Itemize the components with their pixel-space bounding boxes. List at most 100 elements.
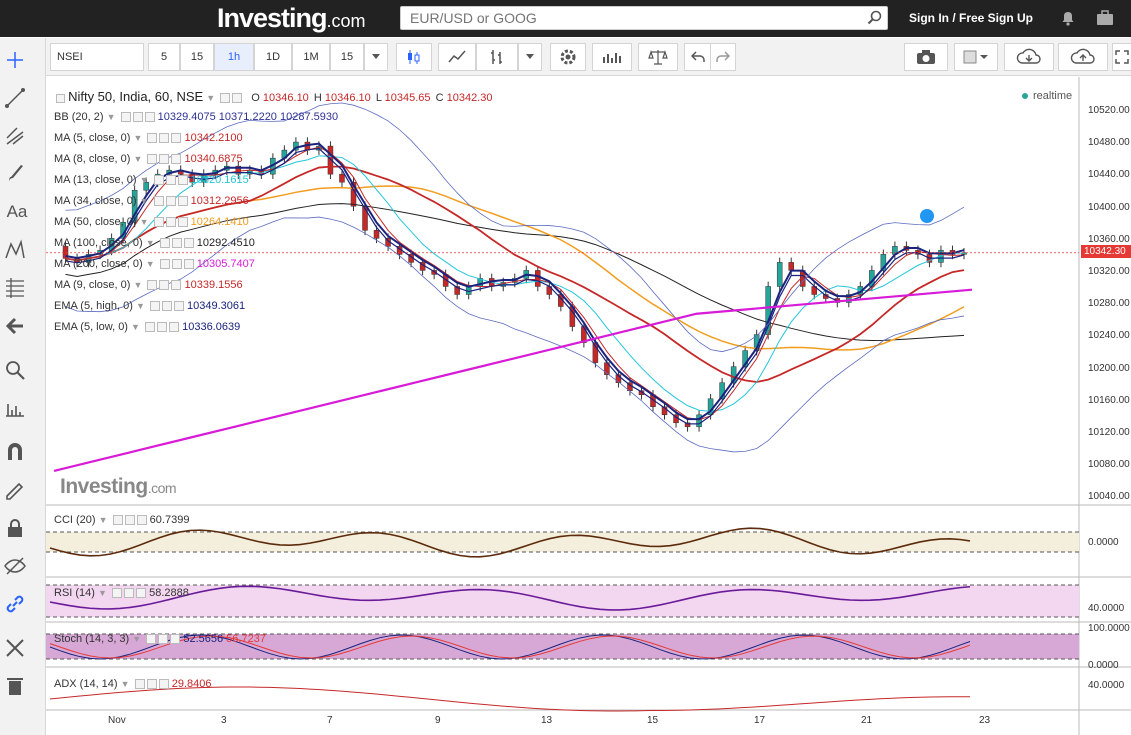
- pitchfork-icon[interactable]: [3, 124, 27, 148]
- interval-1h[interactable]: 1h: [214, 43, 254, 71]
- close-icon[interactable]: [173, 301, 184, 312]
- load-chart-button[interactable]: [1004, 43, 1054, 71]
- chevron-down-icon[interactable]: ▼: [131, 322, 140, 332]
- compare-button[interactable]: [638, 43, 678, 71]
- fullscreen-button[interactable]: [1112, 43, 1131, 71]
- close-icon[interactable]: [170, 634, 181, 645]
- interval-15-custom[interactable]: 15: [330, 43, 364, 71]
- settings-icon[interactable]: [132, 112, 143, 123]
- measure-icon[interactable]: [3, 396, 27, 420]
- close-icon[interactable]: [171, 280, 182, 291]
- chart-canvas[interactable]: [46, 77, 1131, 735]
- settings-icon[interactable]: [171, 259, 182, 270]
- collapse-icon[interactable]: [56, 93, 65, 103]
- eye-icon[interactable]: [147, 133, 158, 144]
- trend-line-icon[interactable]: [3, 86, 27, 110]
- layout-button[interactable]: [954, 43, 998, 71]
- stay-in-drawing-icon[interactable]: [3, 478, 27, 502]
- chevron-down-icon[interactable]: ▼: [145, 259, 155, 269]
- close-icon[interactable]: [177, 196, 188, 207]
- chevron-down-icon[interactable]: ▼: [139, 175, 149, 185]
- chevron-down-icon[interactable]: ▼: [132, 634, 142, 644]
- close-icon[interactable]: [144, 112, 155, 123]
- eye-icon[interactable]: [159, 259, 170, 270]
- line-chart-button[interactable]: [438, 43, 476, 71]
- interval-15[interactable]: 15: [180, 43, 214, 71]
- eye-icon[interactable]: [153, 175, 164, 186]
- chevron-down-icon[interactable]: ▼: [98, 588, 107, 598]
- zoom-icon[interactable]: [3, 358, 27, 382]
- link-icon[interactable]: [3, 592, 27, 616]
- chevron-down-icon[interactable]: ▼: [133, 154, 143, 164]
- interval-5[interactable]: 5: [148, 43, 180, 71]
- close-icon[interactable]: [158, 679, 169, 690]
- search-icon[interactable]: [867, 10, 883, 26]
- search-box[interactable]: [400, 6, 888, 30]
- eye-icon[interactable]: [146, 634, 157, 645]
- settings-icon[interactable]: [165, 217, 176, 228]
- eye-icon[interactable]: [145, 322, 156, 333]
- indicators-button[interactable]: [592, 43, 632, 71]
- eye-icon[interactable]: [153, 196, 164, 207]
- settings-icon[interactable]: [159, 133, 170, 144]
- eye-icon[interactable]: [159, 238, 170, 249]
- close-icon[interactable]: [183, 259, 194, 270]
- close-icon[interactable]: [171, 133, 182, 144]
- lock-icon[interactable]: [3, 516, 27, 540]
- chart-area[interactable]: Nifty 50, India, 60, NSE ▼ O 10346.10 H …: [46, 77, 1131, 735]
- chevron-down-icon[interactable]: ▼: [206, 93, 216, 103]
- crosshair-icon[interactable]: [3, 48, 27, 72]
- settings-icon[interactable]: [165, 196, 176, 207]
- briefcase-icon[interactable]: [1096, 10, 1114, 26]
- eye-icon[interactable]: [147, 280, 158, 291]
- chevron-down-icon[interactable]: ▼: [133, 280, 143, 290]
- magnet-icon[interactable]: [3, 440, 27, 464]
- chevron-down-icon[interactable]: ▼: [133, 133, 143, 143]
- eye-icon[interactable]: [232, 93, 243, 104]
- text-tool-icon[interactable]: Aa: [6, 202, 28, 221]
- close-icon[interactable]: [169, 322, 180, 333]
- settings-button[interactable]: [550, 43, 586, 71]
- settings-icon[interactable]: [146, 679, 157, 690]
- screenshot-button[interactable]: [904, 43, 948, 71]
- search-input[interactable]: [401, 7, 851, 29]
- tools-icon[interactable]: [3, 636, 27, 660]
- sign-in-link[interactable]: Sign In / Free Sign Up: [909, 11, 1034, 25]
- symbol-input[interactable]: NSEI: [50, 43, 144, 71]
- close-icon[interactable]: [136, 588, 147, 599]
- settings-icon[interactable]: [165, 175, 176, 186]
- eye-icon[interactable]: [120, 112, 131, 123]
- settings-icon[interactable]: [220, 93, 231, 104]
- settings-icon[interactable]: [159, 154, 170, 165]
- interval-1m[interactable]: 1M: [292, 43, 330, 71]
- back-arrow-icon[interactable]: [3, 314, 27, 338]
- save-chart-button[interactable]: [1058, 43, 1108, 71]
- close-icon[interactable]: [136, 515, 147, 526]
- settings-icon[interactable]: [124, 588, 135, 599]
- eye-icon[interactable]: [112, 588, 123, 599]
- close-icon[interactable]: [171, 154, 182, 165]
- hide-icon[interactable]: [3, 554, 27, 578]
- bell-icon[interactable]: [1060, 10, 1076, 26]
- chevron-down-icon[interactable]: ▼: [120, 679, 130, 689]
- interval-dropdown[interactable]: [364, 43, 388, 71]
- chevron-down-icon[interactable]: ▼: [145, 238, 155, 248]
- close-icon[interactable]: [183, 238, 194, 249]
- eye-icon[interactable]: [134, 679, 145, 690]
- settings-icon[interactable]: [159, 280, 170, 291]
- candles-button[interactable]: [396, 43, 432, 71]
- eye-icon[interactable]: [112, 515, 123, 526]
- settings-icon[interactable]: [124, 515, 135, 526]
- investing-logo[interactable]: Investing.com: [217, 3, 366, 34]
- trash-icon[interactable]: [3, 674, 27, 698]
- pattern-icon[interactable]: [3, 238, 27, 262]
- brush-icon[interactable]: [3, 162, 27, 186]
- chevron-down-icon[interactable]: ▼: [139, 196, 149, 206]
- chevron-down-icon[interactable]: ▼: [98, 515, 108, 525]
- eye-icon[interactable]: [149, 301, 160, 312]
- fibonacci-icon[interactable]: [3, 276, 27, 300]
- eye-icon[interactable]: [153, 217, 164, 228]
- settings-icon[interactable]: [161, 301, 172, 312]
- eye-icon[interactable]: [147, 154, 158, 165]
- interval-1d[interactable]: 1D: [254, 43, 292, 71]
